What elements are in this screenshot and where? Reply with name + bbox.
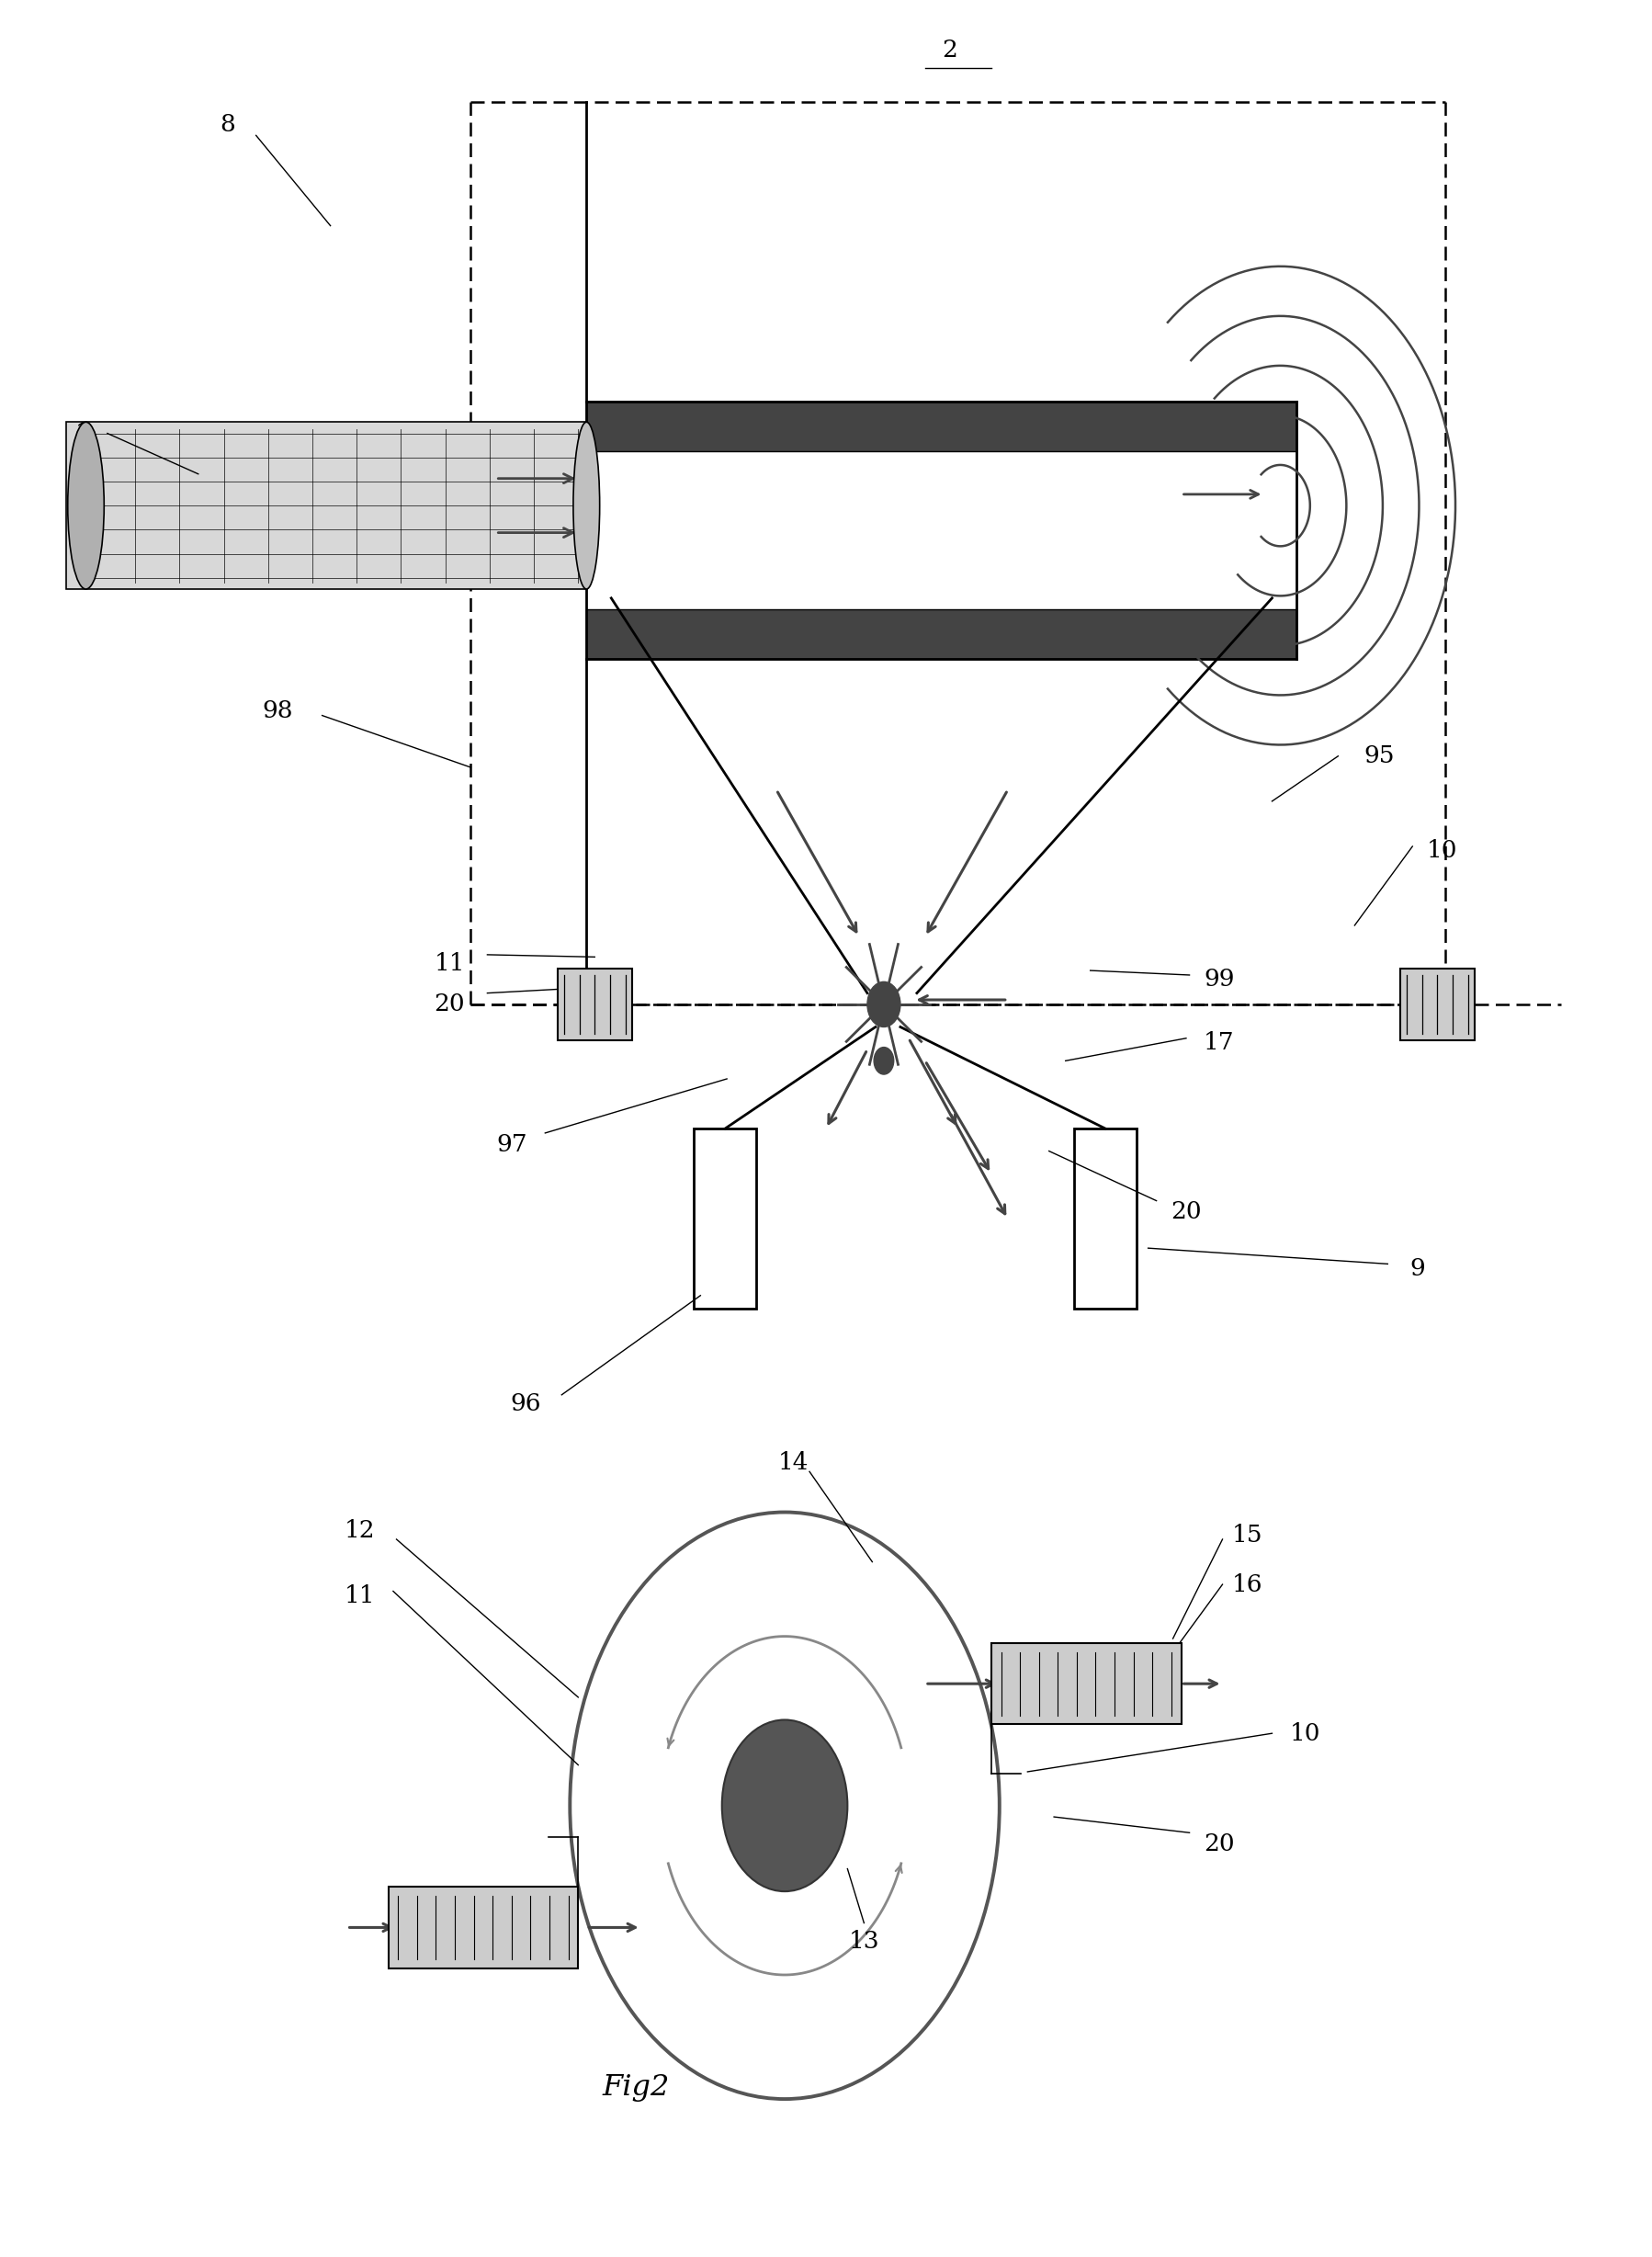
Text: 16: 16 (1232, 1573, 1262, 1596)
Text: 17: 17 (1204, 1031, 1234, 1054)
Text: 8: 8 (220, 113, 236, 135)
Bar (1074, 1128, 1137, 1309)
Circle shape (570, 1512, 999, 2099)
Text: 10: 10 (1290, 1722, 1320, 1745)
Text: 97: 97 (497, 1133, 527, 1156)
Text: 14: 14 (778, 1451, 808, 1474)
Text: Fig2: Fig2 (603, 2074, 669, 2101)
Text: 11: 11 (434, 952, 464, 975)
Bar (991, 1643, 1181, 1724)
Text: 1: 1 (74, 422, 91, 445)
Text: 15: 15 (1232, 1523, 1262, 1546)
Ellipse shape (68, 422, 104, 589)
Bar (557, 968, 631, 1040)
Text: 12: 12 (345, 1519, 375, 1542)
Bar (66, 422, 586, 589)
Bar (586, 402, 1297, 451)
Text: 96: 96 (510, 1393, 540, 1415)
Circle shape (874, 1047, 894, 1074)
Bar (1401, 968, 1475, 1040)
Text: 95: 95 (1365, 745, 1394, 767)
Text: 10: 10 (1427, 840, 1457, 862)
Text: 9: 9 (1409, 1257, 1426, 1280)
Ellipse shape (573, 422, 600, 589)
Text: 13: 13 (849, 1930, 879, 1952)
Text: 2: 2 (942, 38, 958, 61)
Text: 20: 20 (1204, 1833, 1234, 1855)
Circle shape (867, 982, 900, 1027)
Bar (388, 1887, 578, 1968)
Bar (694, 1128, 757, 1309)
Text: 99: 99 (1204, 968, 1234, 991)
Text: 20: 20 (1171, 1201, 1201, 1223)
Bar (586, 609, 1297, 659)
Circle shape (722, 1720, 847, 1891)
Text: 98: 98 (263, 700, 292, 722)
Text: 11: 11 (345, 1584, 375, 1607)
Text: 20: 20 (434, 993, 464, 1016)
